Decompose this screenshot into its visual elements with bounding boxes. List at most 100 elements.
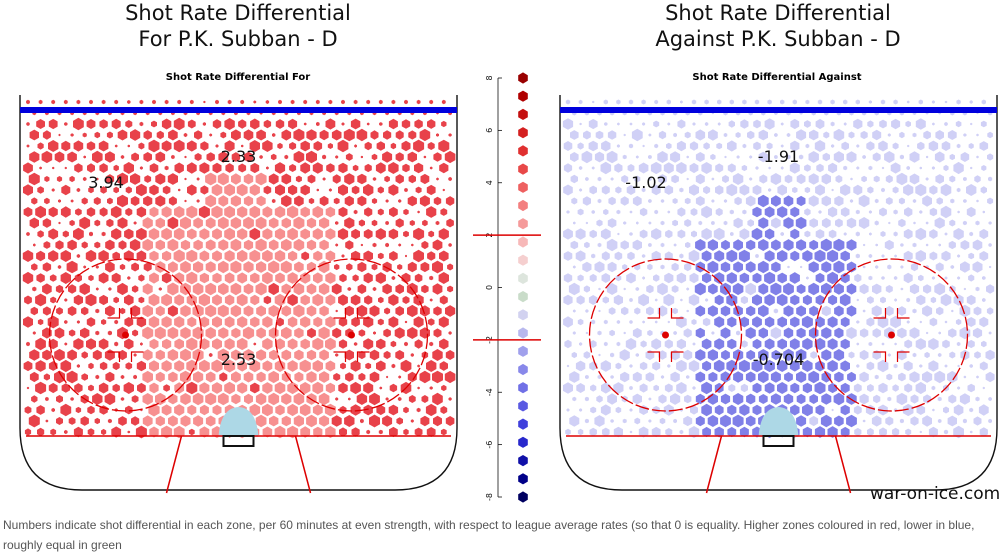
hex-bin [124,228,134,240]
hex-bin [909,151,920,163]
legend-swatch [518,127,528,139]
hex-bin [413,316,424,328]
hex-bin [174,162,184,174]
hex-bin [988,243,992,247]
hex-bin [193,239,203,251]
hex-bin [312,381,324,395]
hex-bin [63,99,68,105]
hex-bin [732,282,744,296]
hex-bin [650,161,662,175]
hex-bin [917,141,925,151]
hex-bin [281,415,291,427]
hex-bin [859,328,869,338]
hex-bin [119,263,126,271]
hex-bin [81,351,88,359]
hex-bin [934,151,945,163]
hex-bin [268,260,280,274]
hex-bin [585,176,589,182]
hex-bin [199,250,210,262]
hex-bin [777,184,787,196]
hex-bin [598,309,601,313]
hex-bin [683,415,693,427]
hex-bin [953,228,964,240]
hex-bin [764,294,775,306]
hex-bin [142,217,153,229]
hex-bin [943,406,949,414]
hex-bin [694,282,706,296]
hex-bin [853,405,862,415]
hex-bin [745,415,756,427]
hex-bin [92,150,103,164]
hex-bin [99,163,108,173]
hex-bin [23,316,33,328]
hex-bin [664,185,674,195]
hex-bin [281,129,292,141]
hex-bin [390,142,397,150]
legend-swatch [518,181,528,193]
hex-bin [717,122,721,126]
hex-bin [615,186,622,194]
hex-bin [293,304,305,318]
hex-bin [808,195,819,207]
hex-bin [375,162,386,174]
hex-bin [277,142,283,150]
hex-bin [131,395,139,403]
hex-bin [723,220,728,226]
panel-against: Shot Rate Differential Against -1.02-1.9… [559,72,998,494]
hex-bin [707,415,719,427]
hex-bin [742,143,747,149]
hex-bin [629,210,633,214]
hex-bin [758,217,769,229]
hex-bin [981,99,986,105]
hex-bin [710,153,716,161]
hex-bin [689,162,699,174]
hex-bin [622,418,627,424]
hex-bin [566,210,570,214]
faceoff-hashmarks [873,308,910,362]
hex-bin [754,99,760,105]
hex-bin [777,360,788,372]
hex-bin [120,397,125,401]
hex-bin [438,272,449,284]
hex-bin [916,294,926,306]
hex-bin [94,241,101,249]
hex-bin [339,427,347,437]
hex-bin [752,404,762,416]
hex-bin [281,283,292,295]
hex-bin [727,140,737,152]
hex-bin [814,140,826,152]
hex-bin [325,316,336,328]
hex-bin [104,392,116,406]
hex-bin [24,295,32,305]
hex-bin [738,359,750,373]
hex-bin [338,206,348,218]
hex-bin [312,205,324,219]
hex-bin [579,408,583,412]
hex-bin [403,230,409,238]
hex-bin [878,382,888,394]
left-main-title: Shot Rate Differential For P.K. Subban -… [88,0,388,52]
hex-bin [642,144,645,148]
hex-bin [275,338,285,350]
hex-bin [149,250,159,262]
hex-bin [858,217,870,229]
hex-bin [256,371,266,383]
hex-bin [319,129,329,141]
hex-bin [975,286,980,292]
hex-bin [680,100,683,104]
hex-bin [850,177,853,181]
hex-bin [909,283,920,295]
legend-swatch [518,473,528,485]
hex-bin [325,250,336,262]
hex-bin [859,283,869,295]
hex-bin [833,283,844,295]
hex-bin [389,251,398,261]
hex-bin [834,327,844,339]
hex-bin [236,293,248,307]
hex-bin [646,306,654,316]
hex-bin [395,152,404,162]
hex-bin [868,253,873,259]
hex-bin [677,207,686,217]
legend-swatch [518,345,528,357]
hex-bin [924,351,930,359]
